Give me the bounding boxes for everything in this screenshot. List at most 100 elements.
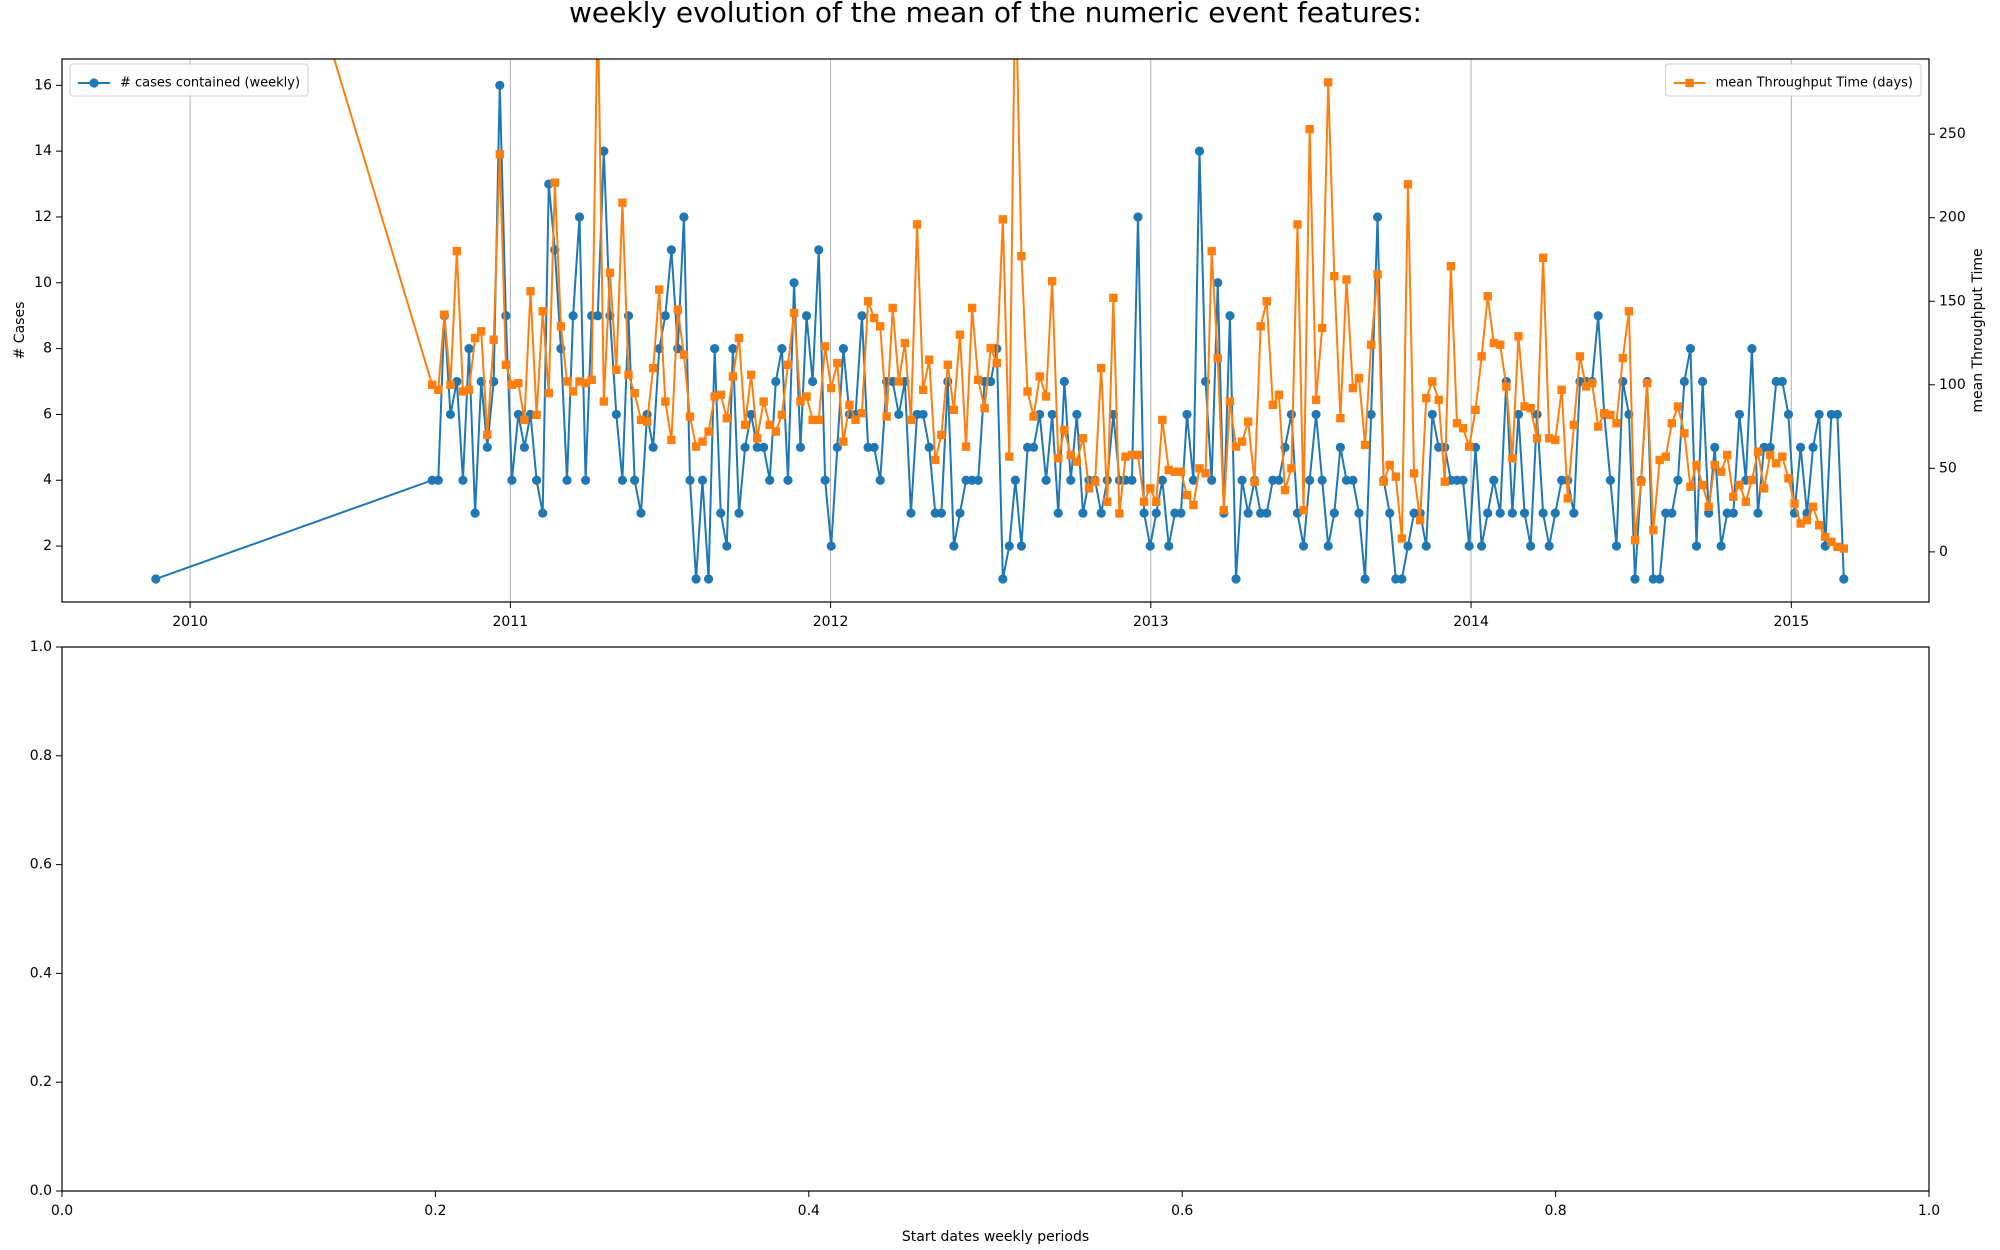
point-marker <box>734 508 744 518</box>
point-marker <box>427 380 437 389</box>
point-marker <box>482 442 492 452</box>
point-marker <box>777 344 787 354</box>
point-marker <box>1735 480 1744 490</box>
point-marker <box>746 370 756 379</box>
point-marker <box>1139 508 1149 518</box>
point-marker <box>538 307 547 316</box>
point-marker <box>1814 520 1824 530</box>
point-marker <box>1551 435 1560 445</box>
point-marker <box>992 358 1001 368</box>
point-marker <box>820 342 830 351</box>
point-marker <box>894 377 903 386</box>
point-marker <box>1557 385 1566 395</box>
point-marker <box>1642 378 1652 388</box>
point-marker <box>1569 420 1579 430</box>
point-marker <box>740 420 750 430</box>
point-marker <box>1127 475 1137 485</box>
legend-label: mean Throughput Time (days) <box>1716 76 1913 91</box>
point-marker <box>1385 508 1395 518</box>
point-marker <box>931 455 940 465</box>
point-marker <box>599 397 609 406</box>
point-marker <box>1464 442 1474 451</box>
point-marker <box>857 311 867 321</box>
point-marker <box>1311 395 1321 405</box>
point-marker <box>483 430 492 440</box>
y-tick-label: 4 <box>43 472 52 488</box>
point-marker <box>1777 376 1787 387</box>
point-marker <box>655 285 664 294</box>
point-marker <box>673 305 683 314</box>
point-marker <box>1772 459 1781 468</box>
point-marker <box>1747 344 1757 354</box>
point-marker <box>1673 402 1683 411</box>
point-marker <box>918 409 928 420</box>
point-marker <box>1667 508 1677 518</box>
point-marker <box>1348 475 1358 485</box>
point-marker <box>1544 434 1554 443</box>
point-marker <box>1060 425 1069 435</box>
point-marker <box>434 385 443 395</box>
point-marker <box>1305 475 1315 485</box>
point-marker <box>464 385 474 395</box>
point-marker <box>1778 452 1787 461</box>
point-marker <box>802 392 811 401</box>
point-marker <box>1262 297 1271 306</box>
point-marker <box>1096 508 1106 518</box>
point-marker <box>949 405 959 415</box>
point-marker <box>629 475 640 485</box>
point-marker <box>973 475 983 485</box>
point-marker <box>1188 475 1199 485</box>
point-marker <box>1274 390 1284 400</box>
y-tick-label: 0.4 <box>30 965 52 981</box>
point-marker <box>906 415 916 425</box>
point-marker <box>1231 574 1241 584</box>
point-marker <box>1728 508 1738 518</box>
point-marker <box>974 375 983 384</box>
point-marker <box>912 220 922 229</box>
point-marker <box>1324 78 1333 87</box>
point-marker <box>1507 508 1517 518</box>
point-marker <box>1704 502 1713 511</box>
point-marker <box>1194 146 1205 156</box>
point-marker <box>605 268 615 278</box>
point-marker <box>1121 452 1130 461</box>
point-marker <box>1434 395 1443 405</box>
point-marker <box>1035 372 1044 381</box>
point-marker <box>1526 541 1536 551</box>
point-marker <box>1005 452 1014 461</box>
point-marker <box>703 574 714 584</box>
point-marker <box>789 278 799 288</box>
point-marker <box>1648 574 1658 584</box>
point-marker <box>624 370 633 379</box>
point-marker <box>1317 323 1327 333</box>
point-marker <box>1605 475 1615 485</box>
point-marker <box>433 475 443 485</box>
point-marker <box>722 414 732 423</box>
point-marker <box>1250 477 1259 486</box>
point-marker <box>765 420 774 430</box>
legend: # cases contained (weekly) <box>69 63 309 97</box>
point-marker <box>845 400 854 410</box>
y2-tick-label: 250 <box>1939 126 1966 142</box>
point-marker <box>642 417 652 426</box>
point-marker <box>1765 450 1775 460</box>
x-tick-label: 0.6 <box>1171 1203 1193 1219</box>
point-marker <box>1477 352 1486 361</box>
point-marker <box>1519 508 1530 518</box>
point-marker <box>1262 508 1272 518</box>
point-marker <box>1802 515 1812 525</box>
point-marker <box>501 311 511 321</box>
point-marker <box>1618 353 1628 363</box>
point-marker <box>1839 574 1849 584</box>
point-marker <box>1330 272 1339 281</box>
point-marker <box>1422 393 1431 403</box>
point-marker <box>1403 541 1413 551</box>
point-marker <box>1458 424 1468 433</box>
point-marker <box>1710 442 1720 452</box>
point-marker <box>1832 409 1843 420</box>
point-marker <box>808 376 818 387</box>
axes-frame <box>61 646 1930 1192</box>
point-marker <box>894 409 904 420</box>
point-marker <box>1489 338 1498 348</box>
point-marker <box>1784 474 1793 483</box>
